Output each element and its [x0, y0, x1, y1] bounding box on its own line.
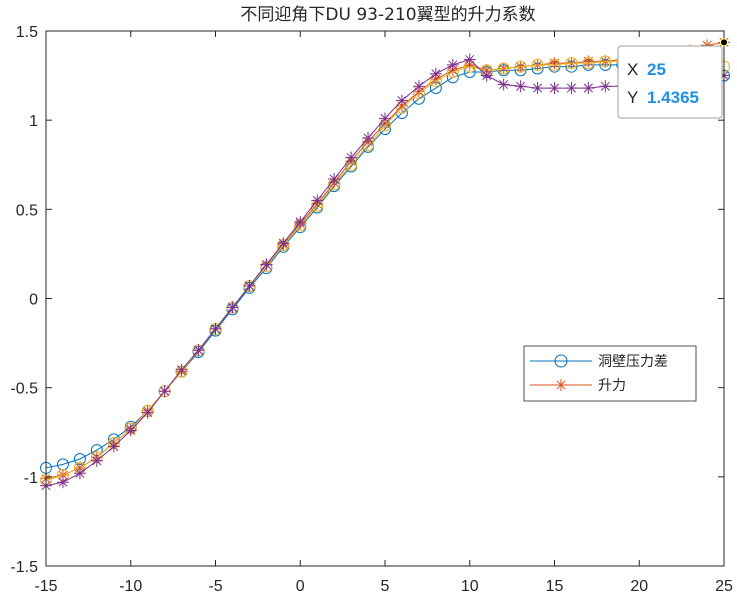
x-tick-label: 0	[296, 578, 305, 595]
datatip-point[interactable]	[720, 38, 728, 47]
x-tick-label: -5	[208, 578, 222, 595]
data-point	[226, 301, 239, 314]
datatip-box	[617, 45, 723, 119]
data-point	[175, 363, 188, 376]
data-point	[582, 82, 595, 95]
data-point	[514, 60, 527, 73]
data-point	[565, 82, 578, 95]
y-tick-label: 0.5	[16, 202, 38, 219]
x-tick-label: 5	[381, 578, 390, 595]
data-point	[599, 80, 612, 93]
datatip-x-label: X	[627, 60, 638, 79]
x-tick-label: 15	[546, 578, 564, 595]
x-tick-label: 10	[461, 578, 479, 595]
data-point	[158, 385, 171, 398]
x-tick-label: 25	[715, 578, 733, 595]
data-point	[412, 80, 425, 93]
data-point	[582, 57, 595, 70]
data-point	[243, 280, 256, 293]
data-point	[209, 322, 222, 335]
data-point	[294, 215, 307, 228]
data-point	[73, 467, 86, 480]
data-point	[463, 53, 476, 66]
legend-label-series-1: 洞壁压力差	[598, 354, 668, 370]
y-tick-label: 1	[29, 113, 38, 130]
data-point	[531, 82, 544, 95]
data-point	[531, 58, 544, 71]
data-point	[362, 132, 375, 144]
x-tick-label: -15	[34, 578, 57, 595]
x-tick-label: -10	[119, 578, 142, 595]
datatip[interactable]: X 25 Y 1.4365	[617, 38, 728, 119]
data-point	[548, 58, 561, 71]
data-point	[90, 454, 103, 467]
y-tick-label: 0	[29, 292, 38, 309]
data-point	[328, 173, 341, 186]
y-tick-label: 1.5	[16, 24, 38, 41]
legend[interactable]: 洞壁压力差 升力	[523, 345, 697, 402]
data-point	[446, 58, 459, 71]
datatip-x-value: 25	[647, 60, 666, 79]
data-point	[379, 112, 391, 125]
chart-title: 不同迎角下DU 93-210翼型的升力系数	[240, 5, 535, 25]
legend-marker-asterisk	[555, 379, 567, 391]
x-tick-label: 20	[630, 578, 648, 595]
data-point	[311, 194, 324, 207]
data-point	[599, 55, 612, 68]
y-tick-label: -1.5	[10, 559, 38, 576]
data-point	[260, 258, 273, 271]
data-point	[141, 406, 154, 419]
data-point	[548, 82, 561, 95]
data-point	[480, 69, 493, 82]
data-point	[124, 424, 137, 437]
data-point	[565, 57, 578, 70]
y-tick-label: -0.5	[10, 381, 38, 398]
legend-box	[523, 345, 697, 402]
data-point	[514, 80, 527, 93]
legend-marker-circle	[554, 354, 568, 368]
ticks-layer: -15 -10 -5 0 5 10 15 20 25 1.5 1 0.5 0 -0.5 -1 -1.5	[10, 24, 733, 595]
data-point	[192, 344, 205, 357]
data-point	[56, 476, 69, 489]
data-point	[395, 94, 408, 107]
datatip-y-value: 1.4365	[647, 88, 699, 107]
data-point	[497, 62, 510, 75]
data-point	[345, 151, 358, 164]
datatip-y-label: Y	[627, 88, 638, 107]
data-point	[429, 67, 442, 80]
data-point	[277, 237, 290, 250]
data-point	[107, 440, 120, 453]
legend-label-series-2: 升力	[598, 378, 626, 394]
data-point	[497, 78, 510, 91]
y-tick-label: -1	[24, 470, 38, 487]
